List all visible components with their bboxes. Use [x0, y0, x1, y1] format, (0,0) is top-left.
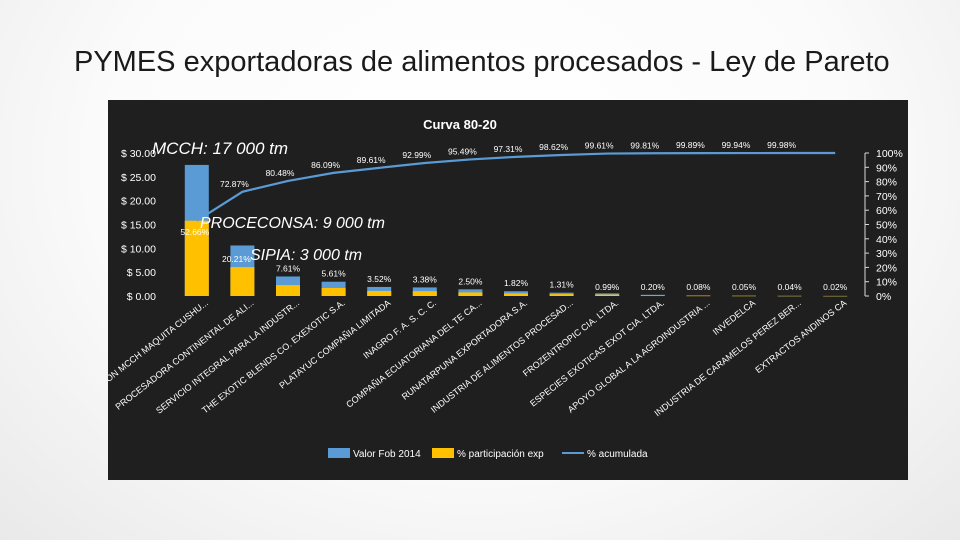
cumulative-data-label: 99.61%	[585, 141, 614, 151]
slide-title: PYMES exportadoras de alimentos procesad…	[74, 46, 890, 78]
cumulative-data-label: 80.48%	[266, 168, 295, 178]
cumulative-data-label: 95.49%	[448, 146, 477, 156]
y-left-tick-label: $ 5.00	[127, 267, 156, 279]
cumulative-data-label: 72.87%	[220, 179, 249, 189]
share-data-label: 3.52%	[367, 274, 392, 284]
bar-participacion	[549, 294, 574, 296]
y-left-tick-label: $ 15.00	[121, 220, 156, 232]
bar-participacion	[276, 285, 300, 296]
legend-label: % participación exp	[457, 449, 544, 460]
y-right-tick-label: 20%	[876, 262, 897, 274]
share-data-label: 20.21%	[222, 254, 251, 264]
cumulative-data-label: 86.09%	[311, 160, 340, 170]
share-data-label: 5.61%	[322, 269, 347, 279]
share-data-label: 3.38%	[413, 274, 438, 284]
legend-label: Valor Fob 2014	[353, 449, 421, 460]
y-right-tick-label: 40%	[876, 234, 897, 246]
share-data-label: 7.61%	[276, 263, 301, 273]
y-right-tick-label: 100%	[876, 148, 903, 160]
y-left-tick-label: $ 0.00	[127, 291, 156, 303]
y-right-tick-label: 90%	[876, 162, 897, 174]
y-left-tick-label: $ 30.00	[121, 148, 156, 160]
y-right-tick-label: 70%	[876, 191, 897, 203]
cumulative-data-label: 92.99%	[402, 150, 431, 160]
cumulative-data-label: 99.81%	[630, 140, 659, 150]
y-right-tick-label: 0%	[876, 291, 891, 303]
share-data-label: 0.04%	[778, 282, 803, 292]
annotation-label: PROCECONSA: 9 000 tm	[200, 215, 385, 232]
pareto-chart: Curva 80-20 $ 0.00 $ 5.00 $ 10.00 $ 15.00 $ …	[108, 117, 903, 460]
bar-participacion	[321, 287, 346, 296]
bar-participacion	[230, 267, 255, 296]
bar-participacion	[595, 294, 620, 296]
bar-participacion	[367, 290, 392, 296]
share-data-label: 0.05%	[732, 282, 757, 292]
share-data-label: 52.66%	[180, 227, 209, 237]
bar-valor-fob	[732, 295, 756, 297]
y-right-tick-label: 60%	[876, 205, 897, 217]
share-data-label: 2.50%	[458, 276, 483, 286]
bar-participacion	[412, 291, 437, 296]
chart-title: Curva 80-20	[423, 117, 497, 132]
bar-participacion	[504, 293, 528, 296]
legend-swatch-valor-fob	[328, 448, 350, 458]
category-label: INVEDELCA	[711, 298, 757, 337]
bar-valor-fob	[686, 295, 711, 296]
annotation-label: SIPIA: 3 000 tm	[250, 247, 362, 264]
cumulative-data-label: 89.61%	[357, 155, 386, 165]
y-right-tick-label: 10%	[876, 277, 897, 289]
y-left-tick-label: $ 10.00	[121, 243, 156, 255]
y-right-tick-label: 30%	[876, 248, 897, 260]
legend-swatch-participacion	[432, 448, 454, 458]
cumulative-data-label: 99.98%	[767, 140, 796, 150]
bar-participacion	[184, 220, 209, 296]
y-right-tick-label: 50%	[876, 220, 897, 232]
cumulative-data-label: 99.89%	[676, 140, 705, 150]
chart-panel: Curva 80-20 $ 0.00 $ 5.00 $ 10.00 $ 15.00 $ …	[108, 100, 908, 480]
y-left-tick-label: $ 20.00	[121, 196, 156, 208]
bar-valor-fob	[640, 294, 665, 296]
share-data-label: 0.08%	[686, 282, 711, 292]
share-data-label: 0.99%	[595, 282, 620, 292]
cumulative-data-label: 98.62%	[539, 142, 568, 152]
share-data-label: 1.31%	[550, 280, 575, 290]
y-right-tick-label: 80%	[876, 177, 897, 189]
share-data-label: 0.20%	[641, 282, 666, 292]
cumulative-line	[196, 151, 836, 222]
share-data-label: 1.82%	[504, 278, 529, 288]
annotation-label: MCCH: 17 000 tm	[152, 139, 288, 158]
share-data-label: 0.02%	[823, 282, 848, 292]
cumulative-data-label: 99.94%	[722, 140, 751, 150]
cumulative-data-label: 97.31%	[494, 144, 523, 154]
bar-participacion	[458, 292, 483, 296]
legend-label: % acumulada	[587, 449, 648, 460]
y-left-tick-label: $ 25.00	[121, 172, 156, 184]
category-label: EXTRACTOS ANDINOS CA	[753, 298, 848, 375]
